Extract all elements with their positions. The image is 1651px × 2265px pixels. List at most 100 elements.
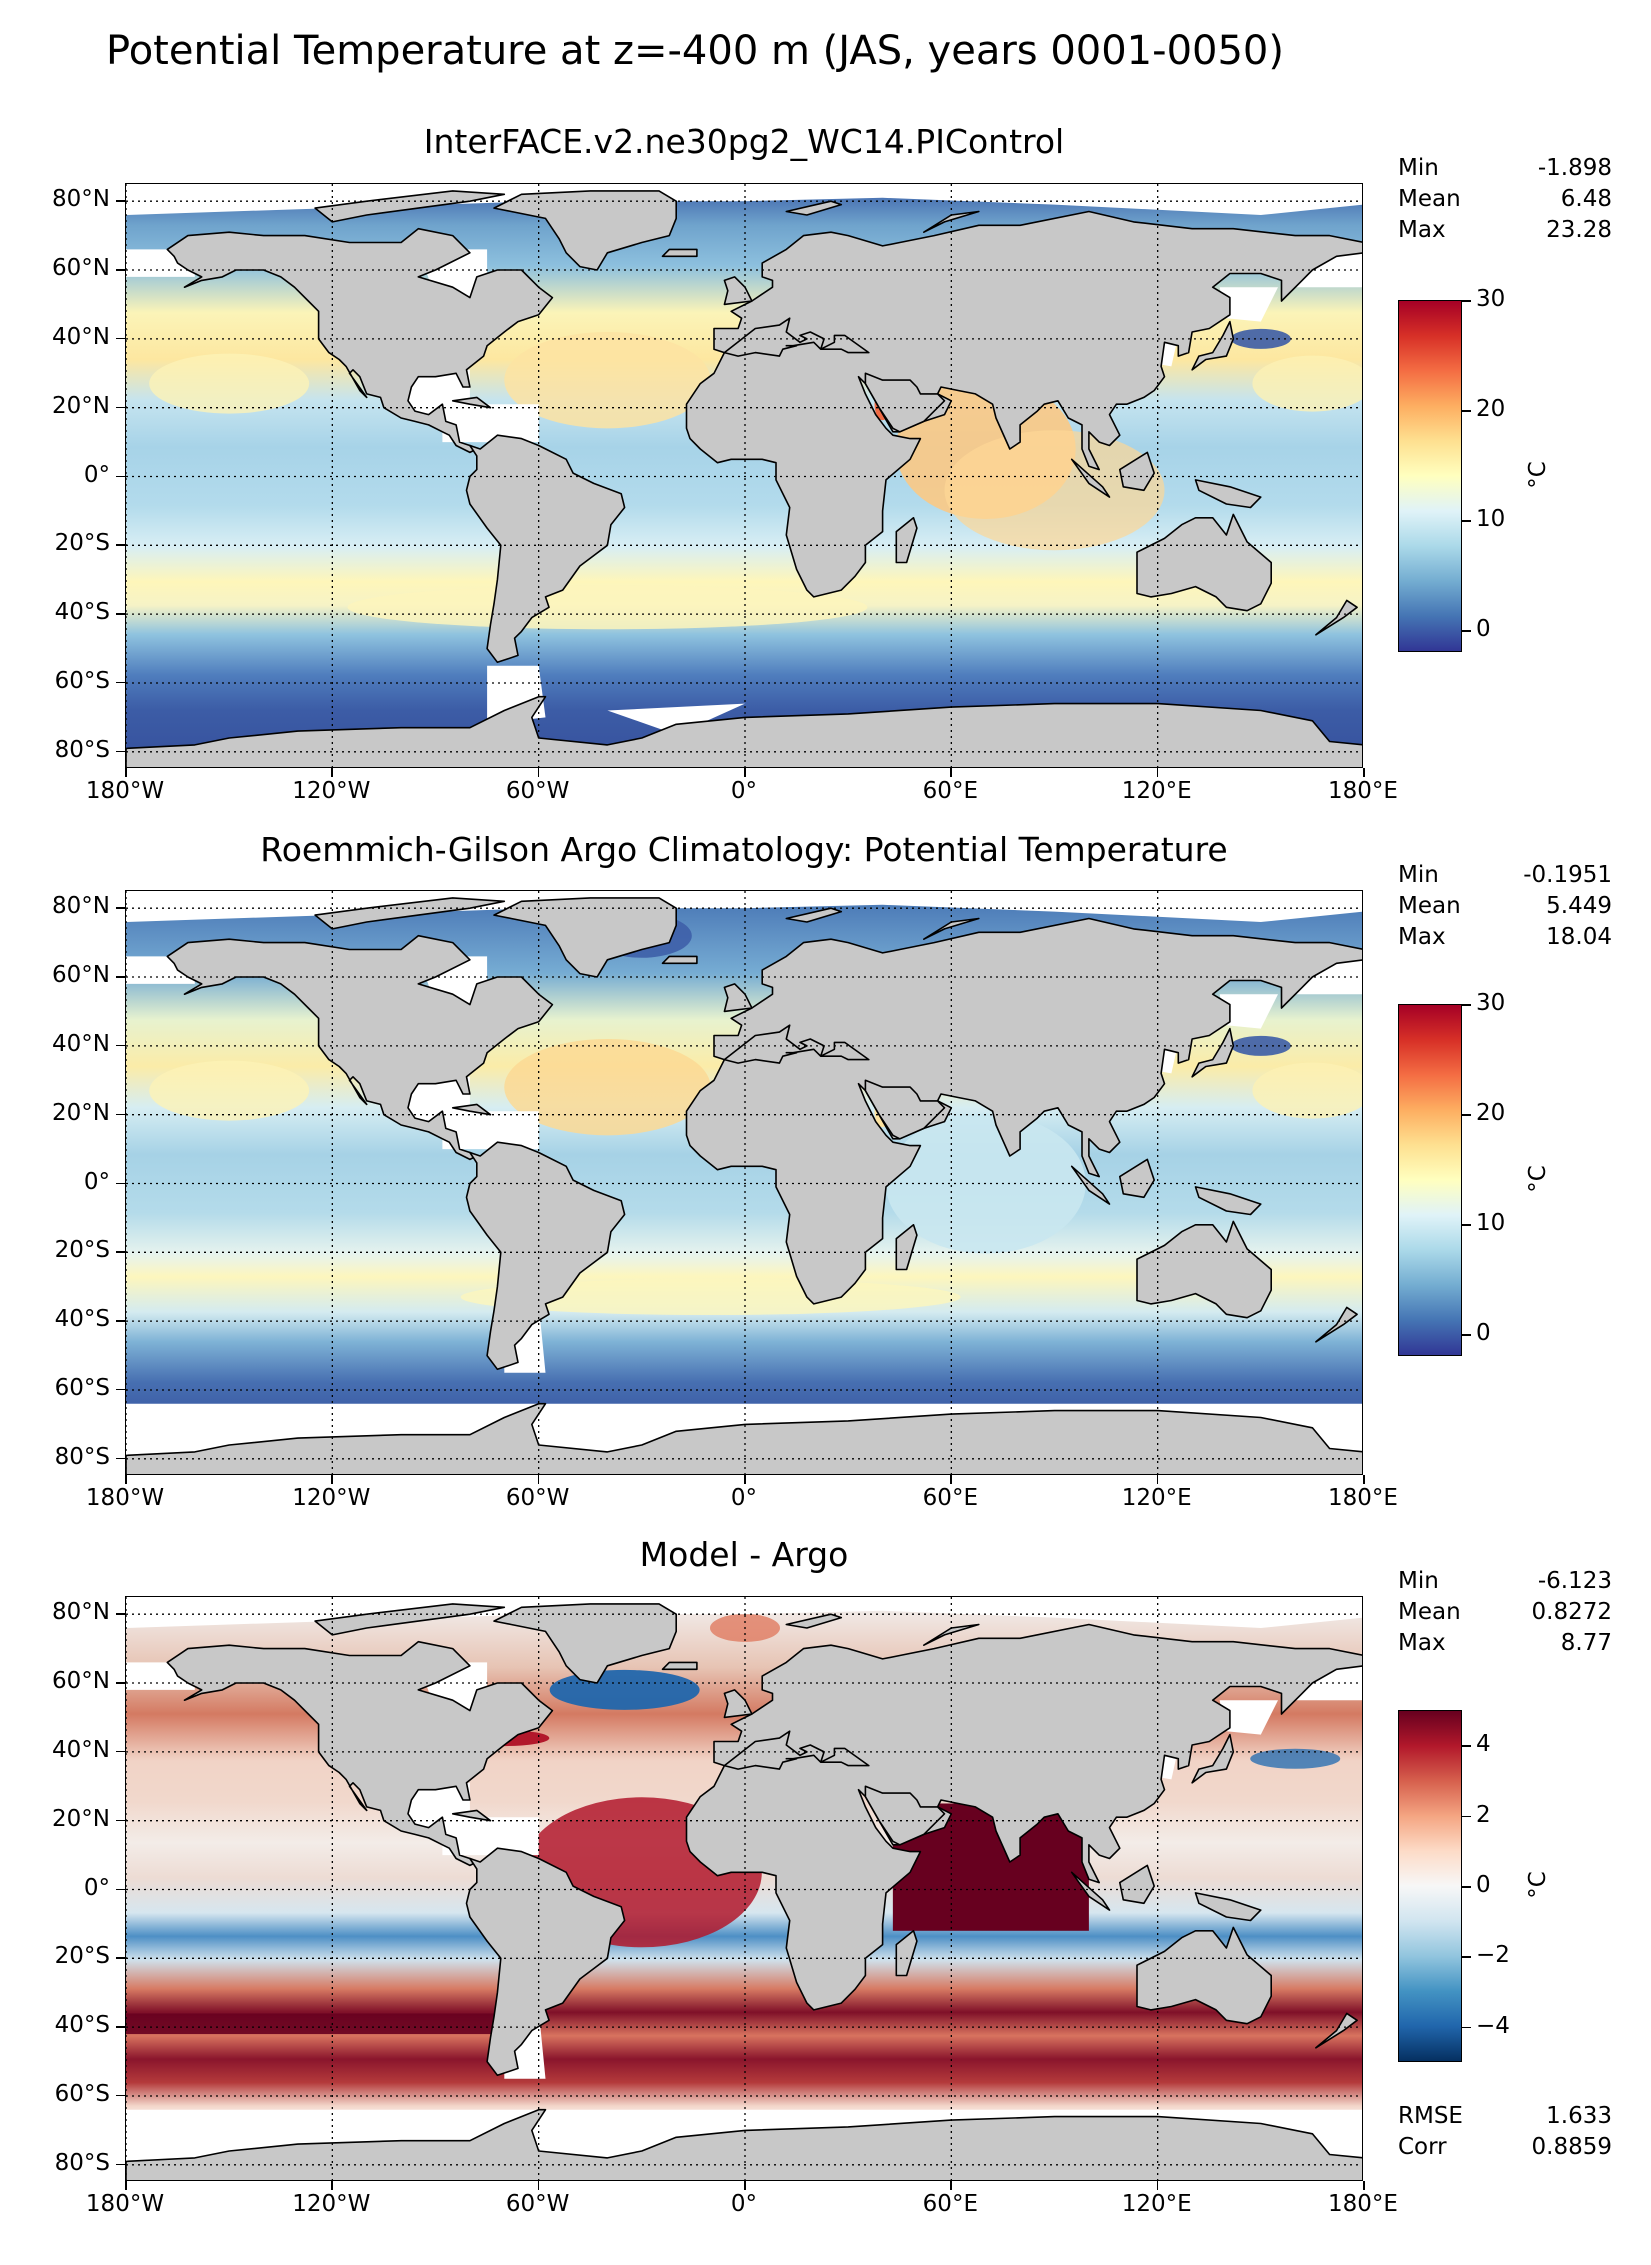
latitude-label: 60°N (52, 1668, 110, 1695)
stat-value: 5.449 (1546, 893, 1612, 919)
colorbar-unit-label: °C (1524, 1871, 1551, 1899)
colorbar-tick (1462, 2026, 1471, 2029)
land-arabia (864, 1079, 946, 1140)
stat-value: -0.1951 (1523, 862, 1612, 888)
colorbar-tick (1462, 1114, 1471, 1116)
stat-label: RMSE (1398, 2103, 1463, 2129)
latitude-label: 0° (83, 461, 110, 488)
colorbar-tick (1462, 1815, 1471, 1818)
latitude-label: 0° (83, 1168, 110, 1195)
longitude-label: 120°E (1121, 778, 1192, 804)
latitude-label: 80°S (54, 736, 110, 763)
longitude-label: 60°E (922, 778, 978, 804)
land-africa-eurasia (685, 1623, 1362, 2011)
stats-box: Min -6.123 Mean 0.8272 Max 8.77 (1398, 1566, 1612, 1659)
latitude-label: 80°N (52, 893, 110, 920)
land-cuba (451, 1809, 492, 1822)
land-africa-eurasia (685, 917, 1362, 1305)
panel-title: Roemmich-Gilson Argo Climatology: Potent… (260, 830, 1228, 869)
longitude-label: 120°W (292, 2191, 371, 2217)
stat-row: Mean 6.48 (1398, 184, 1612, 215)
stat-label: Corr (1398, 2134, 1447, 2160)
land-europe-med (723, 317, 870, 357)
latitude-tick (116, 1457, 125, 1460)
latitude-label: 80°S (54, 2149, 110, 2176)
longitude-tick (125, 2181, 127, 2190)
latitude-tick (116, 976, 125, 978)
land-cuba (451, 1103, 492, 1116)
colorbar-tick-label: 20 (1476, 396, 1506, 422)
latitude-tick (116, 475, 125, 477)
land-cuba (451, 396, 492, 409)
longitude-label: 180°E (1328, 1485, 1398, 1511)
latitude-tick (116, 1251, 125, 1253)
longitude-label: 180°W (85, 778, 165, 804)
land-new-zealand (1315, 599, 1358, 636)
land-uk (723, 983, 753, 1013)
longitude-label: 60°W (505, 778, 570, 804)
stats-box: Min -1.898 Mean 6.48 Max 23.28 (1398, 153, 1612, 246)
latitude-label: 60°S (54, 1374, 110, 1401)
stat-label: Max (1398, 217, 1446, 243)
no-data-region (1219, 994, 1278, 1029)
longitude-tick (744, 2181, 746, 2190)
land-borneo (1118, 1158, 1155, 1199)
colorbar-tick (1462, 1745, 1471, 1747)
longitude-label: 0° (730, 1485, 758, 1511)
longitude-label: 180°E (1328, 2191, 1398, 2217)
no-data-region (1219, 287, 1278, 322)
stat-value: -6.123 (1537, 1568, 1612, 1594)
land-svalbard (785, 200, 843, 216)
latitude-tick (116, 907, 125, 909)
land-arabia (864, 372, 946, 433)
colorbar-tick-label: 20 (1476, 1100, 1506, 1126)
land-iceland (661, 955, 698, 965)
latitude-tick (116, 544, 125, 546)
error-stats-box: RMSE 1.633 Corr 0.8859 (1398, 2101, 1612, 2163)
stat-value: 6.48 (1560, 186, 1612, 212)
longitude-label: 180°W (85, 2191, 165, 2217)
longitude-tick (537, 1475, 540, 1484)
land-new-guinea (1194, 1186, 1262, 1216)
latitude-label: 20°N (52, 1099, 110, 1126)
stat-row: Corr 0.8859 (1398, 2132, 1612, 2163)
land-iceland (661, 248, 698, 258)
land-sumatra (1070, 1165, 1111, 1205)
longitude-tick (125, 1475, 127, 1484)
land-arctic-islands (314, 1603, 506, 1636)
land-antarctica (126, 695, 1362, 767)
stat-row: RMSE 1.633 (1398, 2101, 1612, 2132)
land-new-guinea (1194, 1892, 1262, 1922)
land-arctic-islands (314, 897, 506, 930)
latitude-tick (116, 2163, 125, 2166)
colorbar-tick (1462, 1956, 1471, 1958)
longitude-tick (537, 2181, 540, 2190)
latitude-tick (116, 750, 125, 753)
longitude-tick (331, 768, 333, 777)
land-borneo (1118, 451, 1155, 492)
latitude-label: 40°S (54, 599, 110, 626)
colorbar-tick-label: 0 (1476, 1320, 1491, 1346)
land-svalbard (785, 907, 843, 923)
longitude-label: 60°W (505, 2191, 570, 2217)
latitude-label: 40°N (52, 323, 110, 350)
stat-value: 8.77 (1560, 1630, 1612, 1656)
colorbar-tick-label: 30 (1476, 286, 1506, 312)
latitude-label: 60°S (54, 2080, 110, 2107)
colorbar-tick-label: 30 (1476, 990, 1506, 1016)
colorbar-tick (1462, 1224, 1471, 1226)
no-data-region (126, 1597, 1362, 1628)
no-data-region (607, 703, 745, 735)
no-data-region (463, 407, 532, 443)
latitude-tick (116, 1320, 125, 1322)
colorbar-tick-label: −2 (1476, 1942, 1510, 1969)
land-new-zealand (1315, 1306, 1358, 1343)
stat-label: Min (1398, 862, 1439, 888)
longitude-tick (125, 768, 127, 777)
latitude-label: 20°S (54, 1943, 110, 1970)
latitude-tick (116, 1182, 125, 1184)
colorbar-tick-label: 4 (1476, 1731, 1491, 1758)
stat-value: 18.04 (1546, 924, 1612, 950)
stat-label: Max (1398, 924, 1446, 950)
colorbar-tick (1462, 1334, 1471, 1336)
